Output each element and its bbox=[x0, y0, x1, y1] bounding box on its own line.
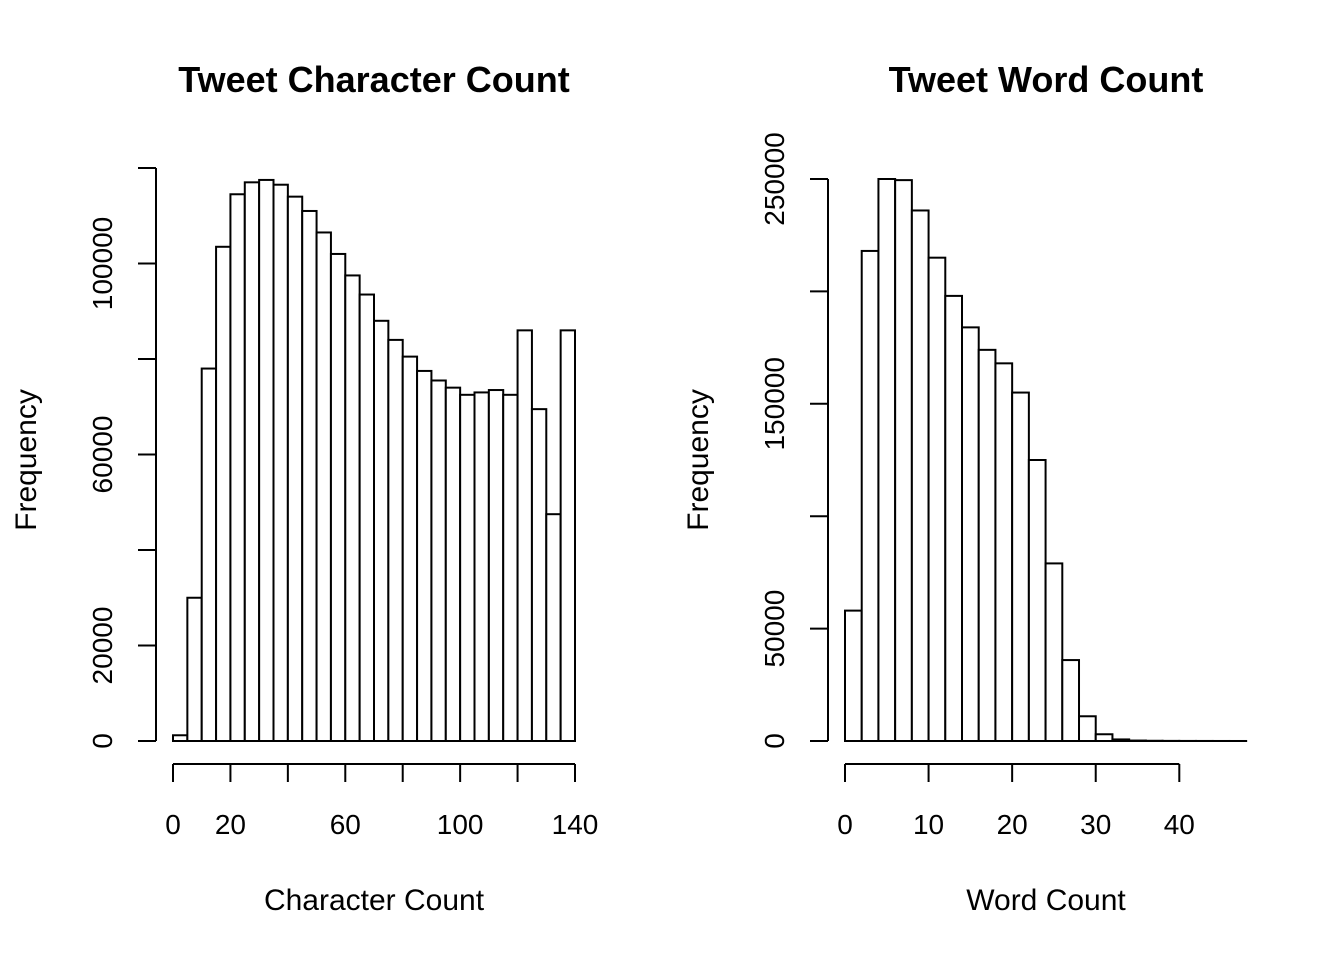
histogram-bar bbox=[877, 178, 897, 742]
histogram-bar bbox=[1061, 659, 1081, 743]
histogram-bar bbox=[530, 408, 548, 742]
histogram-bar bbox=[416, 369, 433, 742]
histogram-bar bbox=[559, 329, 577, 742]
x-tick-label: 140 bbox=[552, 809, 599, 840]
y-tick-label: 100000 bbox=[87, 217, 118, 310]
histogram-bar bbox=[286, 195, 304, 742]
histogram-bar bbox=[1027, 459, 1047, 742]
y-tick-label: 0 bbox=[759, 733, 790, 749]
chart-title: Tweet Word Count bbox=[889, 59, 1204, 100]
x-tick-label: 10 bbox=[913, 809, 944, 840]
histogram-bar bbox=[215, 245, 232, 742]
x-tick-label: 20 bbox=[997, 809, 1028, 840]
x-tick-label: 60 bbox=[330, 809, 361, 840]
histogram-bar bbox=[927, 256, 947, 742]
x-tick-label: 100 bbox=[437, 809, 484, 840]
histogram-bar bbox=[186, 596, 203, 742]
bars bbox=[844, 178, 1248, 743]
y-axis: 0 50000 150000 250000 bbox=[759, 132, 829, 749]
histogram-bar bbox=[243, 181, 261, 742]
histogram-bar bbox=[444, 386, 462, 742]
histogram-bar bbox=[200, 367, 218, 742]
x-tick-label: 0 bbox=[165, 809, 181, 840]
histogram-bar bbox=[430, 379, 447, 742]
histogram-bar bbox=[315, 231, 332, 742]
histogram-bar bbox=[373, 319, 390, 742]
histogram-bar bbox=[977, 348, 997, 742]
x-tick-label: 20 bbox=[215, 809, 246, 840]
histogram-bar bbox=[545, 513, 562, 742]
histogram-bar bbox=[272, 183, 289, 742]
y-tick-label: 0 bbox=[87, 733, 118, 749]
histogram-bar bbox=[459, 393, 476, 742]
x-axis: 0 10 20 30 40 bbox=[837, 763, 1195, 840]
histogram-bar bbox=[944, 294, 964, 742]
histogram-bar bbox=[473, 391, 490, 742]
x-axis-label: Word Count bbox=[966, 884, 1126, 917]
histogram-bar bbox=[502, 393, 519, 742]
y-tick-label: 50000 bbox=[759, 590, 790, 668]
x-axis: 0 20 60 100 140 bbox=[165, 763, 599, 840]
histogram-bar bbox=[1078, 715, 1097, 742]
histogram-bar bbox=[860, 249, 880, 742]
chart-title: Tweet Character Count bbox=[178, 59, 569, 100]
histogram-bar bbox=[1011, 391, 1030, 742]
bars bbox=[172, 178, 577, 743]
histogram-bar bbox=[258, 178, 275, 742]
x-axis-label: Character Count bbox=[264, 884, 485, 917]
y-tick-label: 150000 bbox=[759, 357, 790, 450]
panel-word-count: Tweet Word Count Frequency Word Count 0 5… bbox=[682, 59, 1248, 917]
y-tick-label: 250000 bbox=[759, 132, 790, 225]
y-tick-label: 20000 bbox=[87, 607, 118, 685]
y-tick-label: 60000 bbox=[87, 416, 118, 494]
histogram-bar bbox=[844, 609, 863, 743]
x-tick-label: 30 bbox=[1080, 809, 1111, 840]
histogram-bar bbox=[401, 355, 419, 742]
histogram-bar bbox=[910, 209, 930, 743]
histogram-bar bbox=[1094, 733, 1114, 742]
histogram-bar bbox=[1044, 562, 1064, 743]
y-axis-label: Frequency bbox=[10, 389, 43, 531]
histogram-bar bbox=[301, 209, 318, 743]
histogram-bar bbox=[329, 252, 347, 742]
histogram-bar bbox=[994, 362, 1014, 742]
histogram-bar bbox=[229, 193, 246, 742]
histogram-bar bbox=[487, 389, 505, 742]
histogram-bar bbox=[961, 326, 980, 742]
histogram-bar bbox=[358, 293, 375, 742]
histogram-bar bbox=[387, 338, 404, 742]
panel-character-count: Tweet Character Count Frequency Characte… bbox=[10, 59, 598, 917]
histogram-bar bbox=[516, 329, 533, 742]
histogram-bar bbox=[344, 274, 361, 742]
y-axis-label: Frequency bbox=[682, 389, 715, 531]
y-axis: 0 20000 60000 100000 bbox=[87, 167, 157, 749]
histogram-bar bbox=[894, 179, 913, 742]
x-tick-label: 0 bbox=[837, 809, 853, 840]
x-tick-label: 40 bbox=[1164, 809, 1195, 840]
